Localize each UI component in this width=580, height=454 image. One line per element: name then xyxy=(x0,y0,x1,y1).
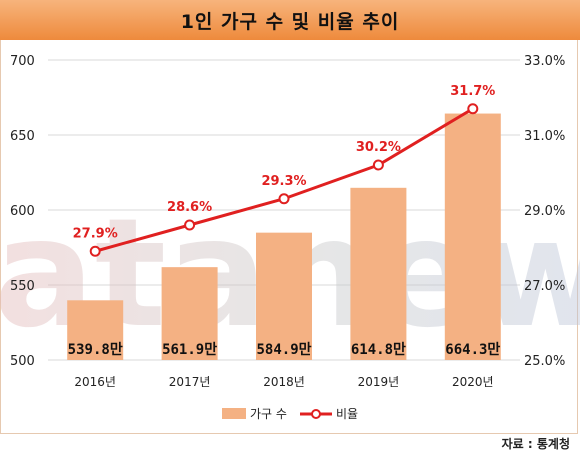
bar-data-label: 664.3만 xyxy=(445,342,500,358)
bar xyxy=(350,187,407,360)
y-left-tick-label: 700 xyxy=(10,54,35,69)
bar-data-label: 614.8만 xyxy=(351,342,406,358)
line-data-label: 28.6% xyxy=(167,200,212,215)
line-point xyxy=(372,159,384,171)
y-right-tick-label: 33.0% xyxy=(524,54,565,69)
line-point xyxy=(89,245,101,257)
chart-frame xyxy=(0,40,578,434)
x-tick-label: 2020년 xyxy=(452,375,494,389)
x-tick-label: 2017년 xyxy=(169,375,211,389)
y-left-tick-label: 550 xyxy=(10,279,35,294)
chart-title-bar: 1인 가구 수 및 비율 추이 xyxy=(0,0,580,40)
x-tick-label: 2016년 xyxy=(74,375,116,389)
y-left-tick-label: 650 xyxy=(10,129,35,144)
line-point xyxy=(467,103,479,115)
y-right-tick-label: 25.0% xyxy=(524,354,565,369)
chart-title: 1인 가구 수 및 비율 추이 xyxy=(180,10,400,33)
bar xyxy=(444,113,501,360)
legend-line-marker xyxy=(311,409,321,419)
x-tick-label: 2018년 xyxy=(263,375,305,389)
y-left-tick-label: 500 xyxy=(10,354,35,369)
line-point xyxy=(184,219,196,231)
bar xyxy=(161,267,218,360)
bar-data-label: 539.8만 xyxy=(68,342,123,358)
y-right-tick-label: 31.0% xyxy=(524,129,565,144)
line-data-label: 30.2% xyxy=(356,140,401,155)
line-point xyxy=(278,193,290,205)
x-tick-label: 2019년 xyxy=(358,375,400,389)
line-data-label: 29.3% xyxy=(261,174,306,189)
bar-data-label: 561.9만 xyxy=(162,342,217,358)
source-note: 자료 : 통계청 xyxy=(501,437,570,451)
y-left-tick-label: 600 xyxy=(10,204,35,219)
legend-bar-swatch xyxy=(222,408,246,419)
y-right-tick-label: 29.0% xyxy=(524,204,565,219)
y-right-tick-label: 27.0% xyxy=(524,279,565,294)
legend-bar-label: 가구 수 xyxy=(250,407,287,421)
line-data-label: 27.9% xyxy=(73,226,118,241)
line-data-label: 31.7% xyxy=(450,84,495,99)
legend-line-label: 비율 xyxy=(336,407,358,421)
bar-data-label: 584.9만 xyxy=(256,342,311,358)
bar xyxy=(67,300,124,360)
bar xyxy=(256,232,312,360)
